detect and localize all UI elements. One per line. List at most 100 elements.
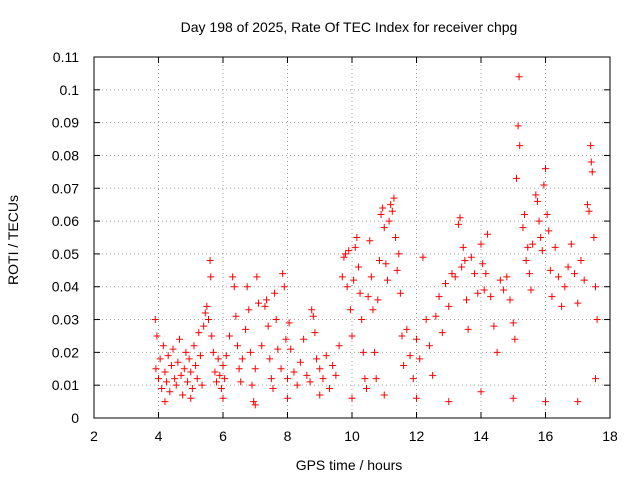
data-point bbox=[180, 365, 188, 373]
data-point bbox=[366, 237, 374, 245]
data-point bbox=[496, 276, 504, 284]
data-point bbox=[583, 201, 591, 209]
data-point bbox=[467, 253, 475, 261]
x-axis-label: GPS time / hours bbox=[296, 457, 403, 473]
data-point bbox=[264, 322, 272, 330]
data-point bbox=[388, 207, 396, 215]
data-point bbox=[445, 398, 453, 406]
data-point bbox=[293, 381, 301, 389]
data-point bbox=[532, 191, 540, 199]
data-point bbox=[459, 243, 467, 251]
data-point bbox=[377, 211, 385, 219]
data-point bbox=[196, 352, 204, 360]
data-point bbox=[372, 375, 380, 383]
data-point bbox=[409, 375, 417, 383]
data-point bbox=[269, 384, 277, 392]
data-point bbox=[574, 398, 582, 406]
data-point bbox=[587, 158, 595, 166]
data-point bbox=[445, 302, 453, 310]
data-point bbox=[392, 234, 400, 241]
data-point bbox=[358, 316, 366, 324]
data-point bbox=[435, 293, 443, 301]
data-point bbox=[382, 260, 390, 268]
data-point bbox=[479, 260, 487, 268]
data-point bbox=[155, 375, 162, 383]
x-tick-label: 6 bbox=[219, 428, 227, 444]
data-point bbox=[177, 371, 185, 379]
data-point bbox=[474, 289, 482, 297]
data-point bbox=[516, 142, 524, 150]
data-point bbox=[243, 283, 251, 291]
data-point bbox=[156, 355, 164, 363]
data-point bbox=[253, 273, 261, 281]
data-point bbox=[422, 316, 430, 324]
data-point bbox=[375, 256, 383, 264]
data-point bbox=[300, 335, 308, 343]
data-point bbox=[232, 312, 240, 320]
y-tick-label: 0 bbox=[71, 410, 79, 426]
data-point bbox=[182, 348, 190, 356]
data-point bbox=[451, 273, 459, 281]
data-point bbox=[577, 256, 585, 264]
data-point bbox=[487, 293, 495, 301]
grid-layer bbox=[94, 57, 610, 418]
y-tick-label: 0.03 bbox=[52, 312, 79, 328]
data-point bbox=[361, 375, 369, 383]
data-point bbox=[277, 365, 285, 373]
data-point bbox=[371, 348, 379, 356]
data-point bbox=[359, 348, 367, 356]
data-point bbox=[477, 388, 485, 396]
data-point bbox=[246, 348, 254, 356]
data-point bbox=[192, 361, 200, 369]
data-point bbox=[187, 368, 195, 376]
data-point bbox=[213, 378, 221, 386]
x-tick-labels: 2 4 6 8 10 12 14 16 18 bbox=[90, 428, 618, 444]
y-tick-label: 0.02 bbox=[52, 344, 79, 360]
data-point bbox=[266, 355, 274, 363]
data-point bbox=[432, 312, 440, 320]
data-point bbox=[204, 316, 212, 324]
data-point bbox=[350, 276, 358, 284]
y-tick-label: 0.01 bbox=[52, 377, 79, 393]
data-point bbox=[356, 289, 364, 297]
data-point bbox=[316, 391, 324, 399]
data-point bbox=[454, 220, 462, 228]
data-point bbox=[316, 365, 324, 373]
chart-title: Day 198 of 2025, Rate Of TEC Index for r… bbox=[181, 19, 518, 35]
y-tick-label: 0.07 bbox=[52, 180, 79, 196]
data-point bbox=[311, 329, 319, 337]
data-point bbox=[188, 384, 196, 392]
data-point bbox=[271, 289, 279, 297]
data-point bbox=[158, 384, 166, 392]
data-point bbox=[548, 293, 556, 301]
data-point bbox=[438, 329, 446, 337]
data-point bbox=[521, 211, 529, 219]
data-point bbox=[279, 270, 287, 278]
data-point bbox=[493, 348, 501, 356]
data-point bbox=[195, 329, 203, 337]
data-point bbox=[285, 319, 293, 327]
data-point bbox=[280, 283, 288, 291]
data-point bbox=[585, 207, 593, 215]
data-point bbox=[380, 224, 388, 232]
data-point bbox=[267, 375, 275, 383]
data-point bbox=[462, 296, 470, 304]
data-point bbox=[348, 394, 356, 402]
y-tick-label: 0.06 bbox=[52, 213, 79, 229]
y-tick-label: 0.08 bbox=[52, 147, 79, 163]
data-point bbox=[558, 302, 566, 310]
data-point bbox=[571, 270, 579, 278]
y-tick-label: 0.09 bbox=[52, 115, 79, 131]
data-point bbox=[258, 342, 266, 350]
data-point bbox=[515, 73, 523, 81]
data-point bbox=[448, 270, 456, 278]
data-point bbox=[543, 211, 551, 219]
data-point bbox=[385, 217, 393, 225]
data-point bbox=[198, 381, 206, 389]
x-tick-label: 16 bbox=[538, 428, 554, 444]
y-tick-label: 0.04 bbox=[52, 279, 79, 295]
data-point bbox=[222, 352, 230, 360]
data-point bbox=[525, 270, 533, 278]
y-tick-label: 0.1 bbox=[60, 82, 80, 98]
